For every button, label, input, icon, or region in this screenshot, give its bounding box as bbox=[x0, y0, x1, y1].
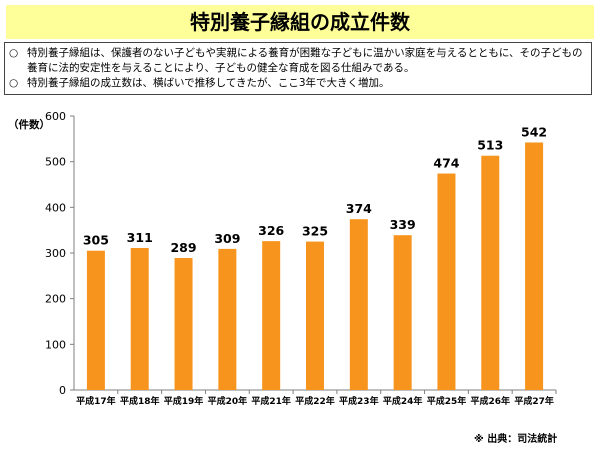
bar bbox=[174, 258, 193, 390]
data-label: 305 bbox=[83, 233, 109, 248]
bar bbox=[262, 241, 281, 390]
bullet-text: 特別養子縁組は、保護者のない子どもや実親による養育が困難な子どもに温かい家庭を与… bbox=[27, 47, 583, 74]
x-tick-label: 平成21年 bbox=[251, 395, 291, 407]
x-tick-label: 平成18年 bbox=[120, 395, 160, 407]
x-tick-label: 平成17年 bbox=[76, 395, 116, 407]
bullet-item: ○ 特別養子縁組の成立数は、横ばいで推移してきたが、ここ3年で大きく増加。 bbox=[9, 76, 587, 91]
description-box: ○ 特別養子縁組は、保護者のない子どもや実親による養育が困難な子どもに温かい家庭… bbox=[4, 42, 592, 95]
x-tick-label: 平成22年 bbox=[295, 395, 335, 407]
bar bbox=[437, 173, 456, 390]
bar bbox=[218, 248, 237, 390]
x-tick-label: 平成23年 bbox=[339, 395, 379, 407]
data-label: 339 bbox=[390, 217, 416, 232]
page-title: 特別養子縁組の成立件数 bbox=[6, 5, 594, 39]
bar bbox=[481, 155, 500, 390]
bar bbox=[130, 247, 149, 390]
x-tick-label: 平成25年 bbox=[427, 395, 467, 407]
bar bbox=[349, 219, 368, 390]
y-tick-label: 300 bbox=[45, 247, 66, 260]
y-tick-label: 400 bbox=[45, 201, 66, 214]
y-tick-label: 500 bbox=[45, 156, 66, 169]
data-label: 374 bbox=[346, 201, 372, 216]
x-tick-label: 平成19年 bbox=[164, 395, 204, 407]
bullet-text: 特別養子縁組の成立数は、横ばいで推移してきたが、ここ3年で大きく増加。 bbox=[27, 77, 390, 89]
y-tick-label: 100 bbox=[45, 338, 66, 351]
bullet-item: ○ 特別養子縁組は、保護者のない子どもや実親による養育が困難な子どもに温かい家庭… bbox=[9, 46, 587, 76]
bar bbox=[525, 142, 544, 390]
bar bbox=[86, 250, 105, 390]
bar bbox=[306, 241, 324, 390]
x-tick-label: 平成20年 bbox=[208, 395, 248, 407]
data-label: 542 bbox=[521, 124, 547, 139]
data-label: 513 bbox=[477, 138, 503, 153]
data-label: 289 bbox=[170, 240, 196, 255]
bar bbox=[393, 235, 412, 390]
data-label: 311 bbox=[127, 230, 153, 245]
y-tick-label: 200 bbox=[45, 293, 66, 306]
y-tick-label: 0 bbox=[59, 384, 66, 397]
source-note: ※ 出典：司法統計 bbox=[474, 434, 558, 445]
x-tick-label: 平成26年 bbox=[471, 395, 511, 407]
data-label: 326 bbox=[258, 223, 284, 238]
data-label: 309 bbox=[214, 231, 240, 246]
x-tick-label: 平成24年 bbox=[383, 395, 423, 407]
y-tick-label: 600 bbox=[45, 110, 66, 123]
data-label: 474 bbox=[433, 156, 459, 171]
circle-bullet-icon: ○ bbox=[9, 77, 19, 89]
circle-bullet-icon: ○ bbox=[9, 47, 19, 59]
y-axis-label: （件数） bbox=[8, 119, 50, 131]
data-label: 325 bbox=[302, 224, 328, 239]
x-tick-label: 平成27年 bbox=[514, 395, 554, 407]
